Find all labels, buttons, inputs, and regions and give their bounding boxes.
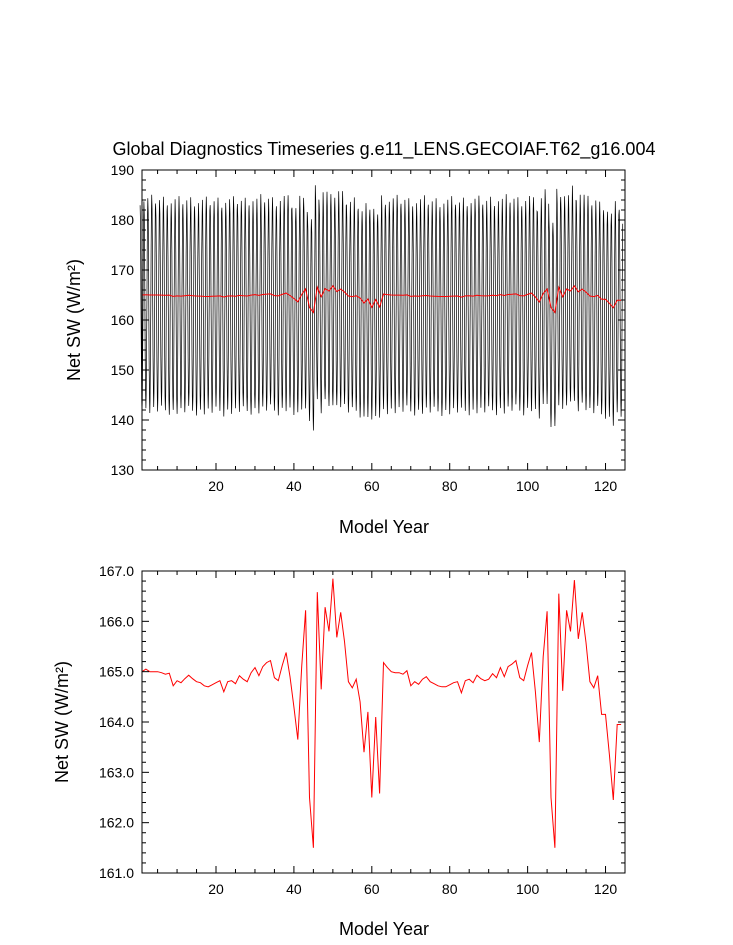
x-tick-label: 80 [442, 881, 458, 897]
plot-frame [141, 570, 626, 874]
tick-group: 20 40 60 80 100 120 161.0 162.0 163.0 164.0 165.0 1… [99, 563, 626, 897]
y-tick-label: 170 [111, 262, 135, 278]
chart-title: Global Diagnostics Timeseries g.e11_LENS… [113, 139, 656, 160]
x-tick-label: 40 [286, 478, 302, 494]
x-tick-label: 20 [208, 478, 224, 494]
x-axis-title: Model Year [339, 517, 429, 537]
y-tick-label: 161.0 [99, 865, 134, 881]
x-tick-label: 120 [594, 881, 618, 897]
y-tick-label: 165.0 [99, 664, 134, 680]
series-group [141, 578, 622, 848]
series-line-monthly [139, 185, 624, 431]
y-tick-label: 140 [111, 412, 135, 428]
y-tick-label: 167.0 [99, 563, 134, 579]
x-tick-label: 100 [516, 478, 540, 494]
series-line-annual-mean [141, 578, 622, 848]
x-tick-label: 120 [594, 478, 618, 494]
y-tick-label: 130 [111, 462, 135, 478]
y-axis-title: Net SW (W/m²) [64, 259, 84, 381]
tick-group: 20 40 60 80 100 120 130 140 150 160 170 180 190 [111, 162, 626, 494]
y-tick-label: 163.0 [99, 764, 134, 780]
y-tick-label: 164.0 [99, 714, 134, 730]
timeseries-chart-annual: 20 40 60 80 100 120 161.0 162.0 163.0 164.0 165.0 1… [52, 563, 626, 939]
series-line-annual-mean [141, 284, 622, 314]
x-tick-label: 40 [286, 881, 302, 897]
x-tick-label: 60 [364, 881, 380, 897]
x-tick-label: 80 [442, 478, 458, 494]
y-tick-label: 160 [111, 312, 135, 328]
y-tick-label: 150 [111, 362, 135, 378]
series-group [139, 185, 624, 431]
timeseries-chart-monthly: Global Diagnostics Timeseries g.e11_LENS… [64, 139, 655, 537]
y-tick-label: 190 [111, 162, 135, 178]
y-tick-label: 166.0 [99, 613, 134, 629]
x-tick-label: 60 [364, 478, 380, 494]
y-tick-label: 162.0 [99, 815, 134, 831]
x-tick-label: 20 [208, 881, 224, 897]
x-tick-label: 100 [516, 881, 540, 897]
y-tick-label: 180 [111, 212, 135, 228]
x-axis-title: Model Year [339, 919, 429, 939]
y-axis-title: Net SW (W/m²) [52, 661, 72, 783]
